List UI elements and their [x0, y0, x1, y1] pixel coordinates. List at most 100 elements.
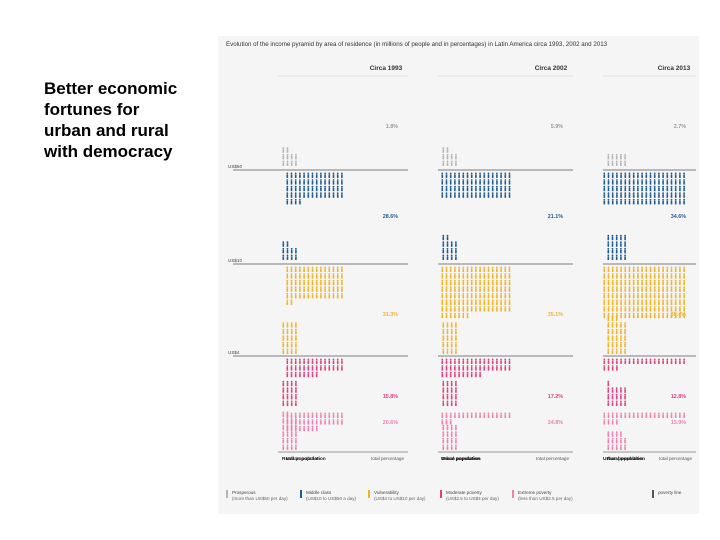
person-head-rural-4: [295, 431, 297, 434]
person-body-urban-4: [662, 414, 664, 418]
person-head-urban-2: [683, 286, 685, 289]
person-head-urban-1: [466, 185, 469, 188]
person-body-urban-2: [616, 294, 618, 299]
legend-label: Prosperous: [232, 490, 256, 495]
person-head-urban-2: [299, 279, 301, 282]
person-body-rural-2: [442, 337, 445, 341]
person-head-rural-1: [446, 241, 449, 244]
person-body-urban-2: [491, 288, 494, 292]
person-head-rural-3: [455, 393, 457, 396]
person-body-urban-1: [294, 174, 297, 178]
person-body-urban-1: [624, 194, 627, 198]
person-body-urban-3: [462, 367, 465, 371]
person-body-urban-2: [483, 281, 486, 286]
person-body-urban-1: [683, 194, 685, 198]
person-body-urban-1: [670, 181, 673, 185]
person-body-rural-3: [615, 395, 618, 400]
person-head-rural-1: [286, 247, 289, 250]
person-body-urban-1: [653, 181, 656, 185]
person-body-urban-2: [311, 294, 314, 299]
person-body-rural-3: [286, 395, 289, 400]
person-head-rural-3: [286, 380, 289, 383]
person-body-urban-2: [475, 275, 477, 279]
person-body-rural-3: [624, 395, 626, 400]
person-head-urban-4: [462, 412, 465, 415]
person-body-urban-1: [315, 187, 318, 192]
person-body-urban-2: [299, 294, 301, 299]
person-head-urban-3: [286, 358, 289, 361]
person-head-urban-2: [645, 266, 648, 269]
person-body-rural-0: [611, 162, 614, 166]
person-body-urban-1: [679, 174, 681, 178]
person-head-rural-2: [450, 322, 453, 324]
person-head-urban-2: [299, 273, 301, 275]
person-body-urban-2: [479, 294, 481, 299]
person-body-rural-4: [286, 433, 289, 437]
person-head-urban-1: [307, 192, 310, 195]
person-head-rural-2: [282, 348, 285, 351]
person-body-urban-2: [286, 288, 289, 292]
person-head-urban-4: [315, 419, 318, 421]
person-body-urban-3: [483, 360, 486, 364]
person-head-urban-2: [462, 312, 465, 315]
person-body-urban-4: [445, 414, 448, 418]
person-body-urban-4: [290, 414, 293, 418]
person-body-urban-1: [290, 174, 293, 178]
person-head-urban-2: [662, 312, 664, 315]
person-head-urban-2: [341, 279, 343, 282]
person-head-urban-1: [320, 179, 322, 181]
person-body-urban-4: [315, 414, 318, 418]
person-body-urban-2: [649, 268, 652, 272]
person-head-urban-1: [341, 185, 343, 188]
person-head-rural-1: [446, 234, 449, 237]
person-head-urban-1: [508, 185, 511, 188]
person-head-urban-2: [441, 273, 444, 275]
person-head-urban-2: [658, 266, 660, 269]
person-body-urban-2: [504, 301, 507, 305]
person-body-urban-3: [658, 360, 660, 364]
person-head-rural-1: [615, 254, 618, 257]
person-body-urban-2: [441, 308, 444, 312]
person-body-rural-2: [446, 337, 449, 341]
person-head-urban-2: [320, 286, 322, 289]
person-body-urban-1: [653, 174, 656, 178]
person-head-urban-2: [307, 273, 310, 275]
person-body-urban-1: [487, 174, 490, 178]
person-head-urban-1: [624, 179, 627, 181]
person-head-urban-2: [500, 286, 502, 289]
person-body-urban-2: [458, 308, 460, 312]
person-body-urban-3: [315, 373, 318, 378]
person-body-urban-2: [603, 308, 606, 312]
person-head-urban-1: [679, 185, 681, 188]
person-body-rural-3: [282, 402, 285, 406]
person-body-rural-1: [611, 256, 614, 260]
person-head-urban-2: [496, 266, 498, 269]
person-head-urban-1: [286, 185, 289, 188]
person-head-urban-1: [311, 185, 314, 188]
person-body-rural-2: [450, 350, 453, 354]
person-body-rural-0: [455, 155, 457, 160]
person-head-urban-3: [475, 371, 477, 374]
person-body-urban-4: [320, 421, 322, 425]
person-body-urban-3: [624, 360, 627, 364]
person-body-urban-1: [508, 187, 511, 192]
person-head-urban-3: [299, 365, 301, 367]
person-body-urban-2: [637, 268, 639, 272]
person-body-urban-4: [632, 414, 635, 418]
person-head-rural-4: [615, 444, 618, 447]
person-head-urban-1: [299, 198, 301, 201]
person-body-rural-3: [624, 402, 626, 406]
person-head-urban-1: [491, 192, 494, 195]
person-body-rural-3: [282, 389, 285, 393]
person-head-urban-1: [620, 198, 622, 201]
person-head-rural-1: [450, 241, 453, 244]
person-body-urban-2: [441, 281, 444, 286]
person-body-urban-2: [458, 288, 460, 292]
person-body-urban-2: [616, 301, 618, 305]
person-body-urban-4: [332, 414, 335, 418]
person-head-urban-3: [449, 365, 452, 367]
person-head-urban-2: [496, 292, 498, 295]
person-body-urban-1: [658, 187, 660, 192]
person-head-urban-2: [479, 279, 481, 282]
person-body-urban-1: [466, 181, 469, 185]
